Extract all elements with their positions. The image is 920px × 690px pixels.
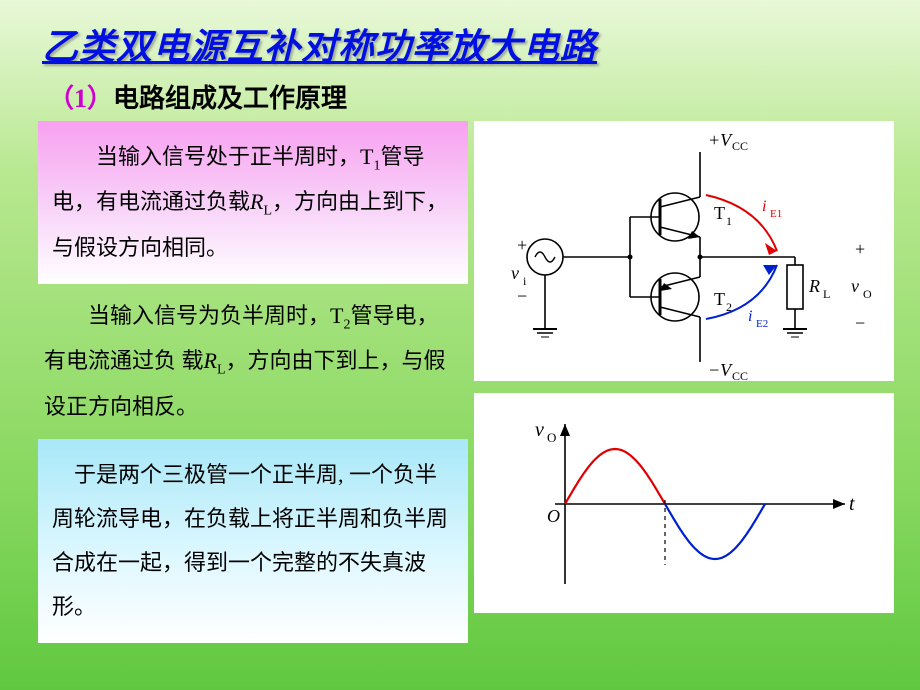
svg-text:E1: E1 xyxy=(770,208,782,220)
svg-text:CC: CC xyxy=(732,139,748,153)
svg-text:+V: +V xyxy=(708,130,733,150)
p2-rl: R xyxy=(204,348,217,373)
p2-t2: T xyxy=(330,303,343,328)
svg-text:E2: E2 xyxy=(756,318,768,330)
subtitle-text: 电路组成及工作原理 xyxy=(113,84,347,113)
waveform-diagram: vOtO xyxy=(474,393,894,613)
svg-text:v: v xyxy=(535,419,544,441)
svg-text:L: L xyxy=(823,287,830,301)
paragraph-3: 于是两个三极管一个正半周, 一个负半周轮流导电，在负载上将正半周和负半周合成在一… xyxy=(38,439,468,643)
svg-text:−: − xyxy=(517,286,527,306)
svg-text:T: T xyxy=(714,289,725,309)
text-column: 当输入信号处于正半周时，T1管导电，有电流通过负载RL，方向由上到下，与假设方向… xyxy=(38,121,468,643)
svg-text:1: 1 xyxy=(726,214,732,228)
p2-frag-a: 当输入信号为负半周时， xyxy=(88,303,330,328)
svg-text:O: O xyxy=(547,506,560,526)
svg-text:−V: −V xyxy=(708,360,733,380)
svg-text:i: i xyxy=(762,198,766,215)
svg-text:O: O xyxy=(547,430,556,445)
paragraph-2: 当输入信号为负半周时，T2管导电，有电流通过负 载RL，方向由下到上，与假设正方… xyxy=(38,284,468,439)
p1-rl: R xyxy=(250,189,263,214)
p3-text: 于是两个三极管一个正半周, 一个负半周轮流导电，在负载上将正半周和负半周合成在一… xyxy=(52,462,448,619)
svg-text:v: v xyxy=(511,263,519,283)
p1-rl-sub: L xyxy=(263,204,272,219)
svg-text:t: t xyxy=(849,493,855,515)
svg-text:i: i xyxy=(748,308,752,325)
circuit-diagram: +VCC−VCCT1T2RL+vO−+−viiE1iE2 xyxy=(474,121,894,381)
svg-text:+: + xyxy=(517,235,527,255)
svg-text:O: O xyxy=(863,287,872,301)
svg-text:+: + xyxy=(855,239,865,259)
subtitle-number: （1） xyxy=(48,84,113,113)
svg-text:T: T xyxy=(714,203,725,223)
section-subtitle: （1）电路组成及工作原理 xyxy=(0,74,920,121)
p1-t1: T xyxy=(360,144,373,169)
paragraph-1: 当输入信号处于正半周时，T1管导电，有电流通过负载RL，方向由上到下，与假设方向… xyxy=(38,121,468,284)
svg-text:v: v xyxy=(851,276,859,296)
page-title: 乙类双电源互补对称功率放大电路 xyxy=(0,0,920,74)
svg-text:−: − xyxy=(855,313,865,333)
figure-column: +VCC−VCCT1T2RL+vO−+−viiE1iE2 vOtO xyxy=(474,121,894,643)
p1-frag-a: 当输入信号处于正半周时， xyxy=(96,144,360,169)
p2-rl-sub: L xyxy=(217,363,226,378)
content-area: 当输入信号处于正半周时，T1管导电，有电流通过负载RL，方向由上到下，与假设方向… xyxy=(0,121,920,643)
svg-text:R: R xyxy=(808,276,820,296)
svg-text:CC: CC xyxy=(732,369,748,382)
